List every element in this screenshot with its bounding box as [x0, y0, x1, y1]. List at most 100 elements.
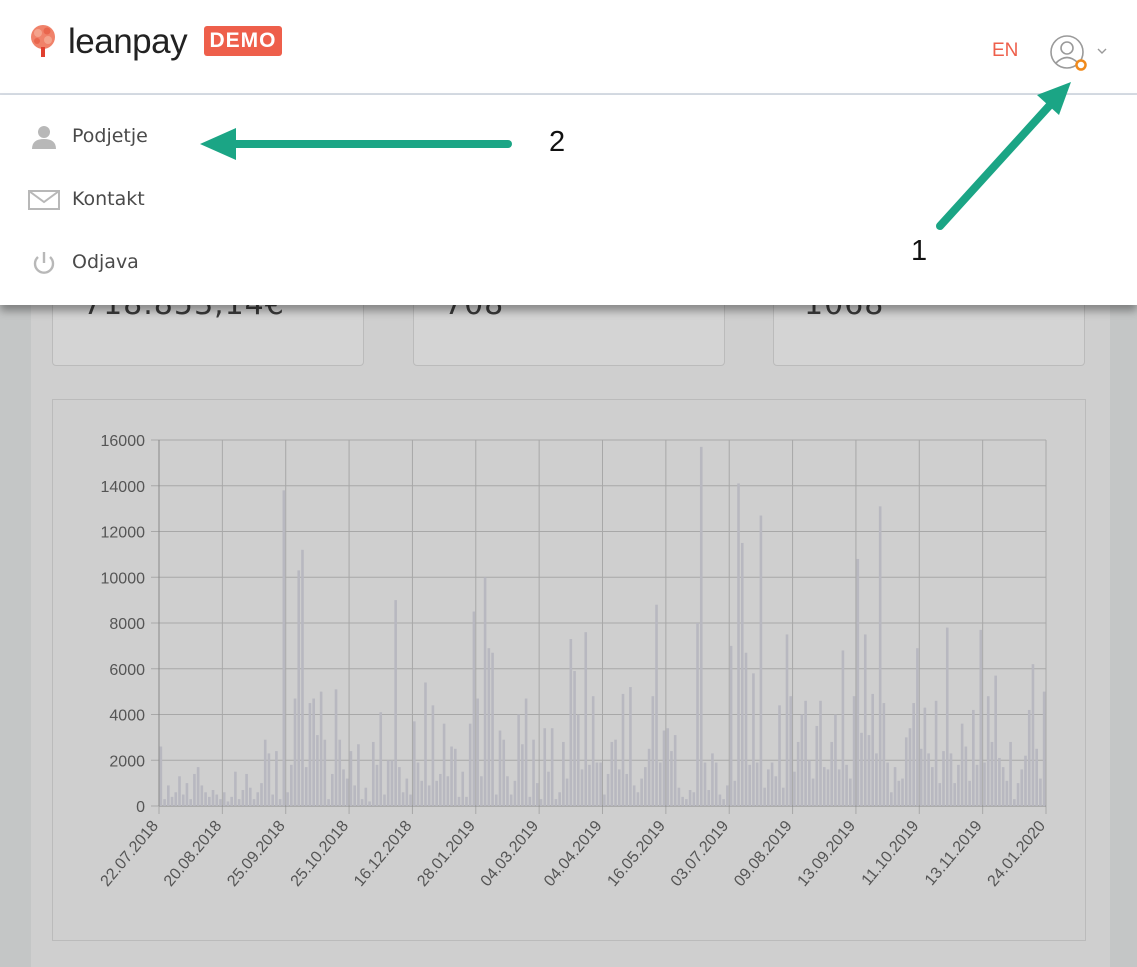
chart-bar [658, 762, 662, 806]
chart-bar [733, 780, 737, 806]
chart-bar [636, 792, 640, 806]
chart-bar [677, 787, 681, 806]
menu-item-kontakt[interactable]: Kontakt [28, 180, 328, 220]
chart-bar [521, 744, 524, 806]
chart-bar [688, 789, 692, 806]
y-tick-label: 8000 [109, 616, 145, 633]
y-tick-label: 0 [136, 799, 145, 816]
chart-bar [860, 732, 863, 806]
chart-bar [886, 762, 889, 806]
chart-bar [673, 735, 677, 806]
chart-bar [263, 739, 267, 806]
user-menu-button[interactable] [1049, 34, 1113, 74]
chart-bar [439, 773, 442, 806]
y-tick-label: 10000 [101, 570, 146, 587]
chart-bar [468, 723, 472, 806]
chart-bar [569, 639, 573, 806]
chart-bar [770, 762, 774, 806]
chart-bar [804, 700, 807, 806]
chart-bar [565, 778, 569, 806]
chart-bar [513, 780, 517, 806]
chart-bar [543, 728, 547, 806]
chart-bar [655, 604, 658, 806]
chart-bar [562, 741, 565, 806]
menu-item-podjetje[interactable]: Podjetje [28, 117, 328, 157]
chart-bar [573, 671, 576, 806]
chart-bar [290, 764, 293, 806]
chart-bar [919, 748, 923, 806]
power-icon [33, 252, 55, 274]
chart-bar [692, 792, 696, 806]
chart-bar [599, 762, 602, 806]
chart-bar [338, 739, 342, 806]
notification-dot [1075, 59, 1087, 71]
chart-bar [181, 794, 185, 806]
top-header: leanpay DEMO EN [0, 0, 1137, 95]
chart-bar [755, 762, 759, 806]
menu-item-odjava[interactable]: Odjava [28, 243, 328, 283]
chart-bar [808, 760, 811, 806]
chart-bar [446, 776, 450, 806]
x-tick-label: 24.01.2020 [985, 818, 1050, 890]
chart-bar [893, 767, 897, 806]
chart-bar [316, 735, 319, 806]
chart-bar [662, 730, 666, 806]
chart-bar [278, 799, 282, 806]
chart-bar [640, 778, 643, 806]
chart-bar [763, 787, 766, 806]
chart-bar [740, 542, 744, 806]
chart-bar [424, 682, 427, 806]
chart-bar [211, 789, 215, 806]
chart-bar [897, 780, 901, 806]
chart-bar [588, 764, 591, 806]
chart-bar [945, 627, 949, 806]
chart-bar [237, 799, 241, 806]
chart-bar [271, 794, 274, 806]
chart-bar [383, 794, 386, 806]
chart-bar [282, 490, 286, 806]
chart-bar [375, 764, 379, 806]
chart-bar [539, 799, 543, 806]
x-tick-label: 04.03.2019 [478, 818, 543, 890]
chart-bar [334, 689, 338, 806]
chart-bar [901, 778, 904, 806]
annotation-label-1: 1 [911, 235, 928, 267]
chart-bar [781, 787, 785, 806]
chart-bar [837, 769, 841, 806]
language-switcher[interactable]: EN [992, 40, 1019, 61]
menu-label-podjetje: Podjetje [72, 125, 148, 147]
chart-bar [666, 728, 670, 806]
chart-bar [1016, 783, 1020, 806]
chart-bar [890, 792, 893, 806]
x-tick-label: 20.08.2018 [161, 818, 226, 890]
chart-bar [275, 751, 278, 806]
chart-bar [912, 703, 915, 806]
chart-bar [304, 767, 308, 806]
chart-bar [416, 762, 420, 806]
chart-bar [532, 739, 535, 806]
chart-bar [528, 796, 532, 806]
chart-bar [506, 776, 509, 806]
chart-bar [386, 760, 390, 806]
chart-bar [957, 764, 960, 806]
chart-bar [737, 483, 740, 806]
bar-chart: 0 2000 4000 6000 8000 10000 12000 14000 16000 22.… [52, 399, 1086, 941]
chart-bar [420, 780, 424, 806]
x-tick-label: 25.09.2018 [224, 818, 289, 890]
chart-bar [759, 515, 763, 806]
chart-bar [174, 792, 178, 806]
chart-bar [975, 764, 979, 806]
chart-bar [916, 648, 919, 806]
chart-bar [241, 789, 245, 806]
chart-bar [834, 714, 837, 806]
chart-bar [435, 780, 438, 806]
chart-bar [979, 629, 983, 806]
chart-bar [845, 764, 848, 806]
y-tick-label: 12000 [101, 525, 146, 542]
chart-bar [453, 748, 457, 806]
user-dropdown-menu: Podjetje Kontakt Odjava [0, 95, 1137, 305]
chart-bar [651, 696, 655, 806]
chart-bar [371, 741, 375, 806]
chart-bar [461, 771, 465, 806]
leanpay-logo-icon [31, 25, 55, 57]
